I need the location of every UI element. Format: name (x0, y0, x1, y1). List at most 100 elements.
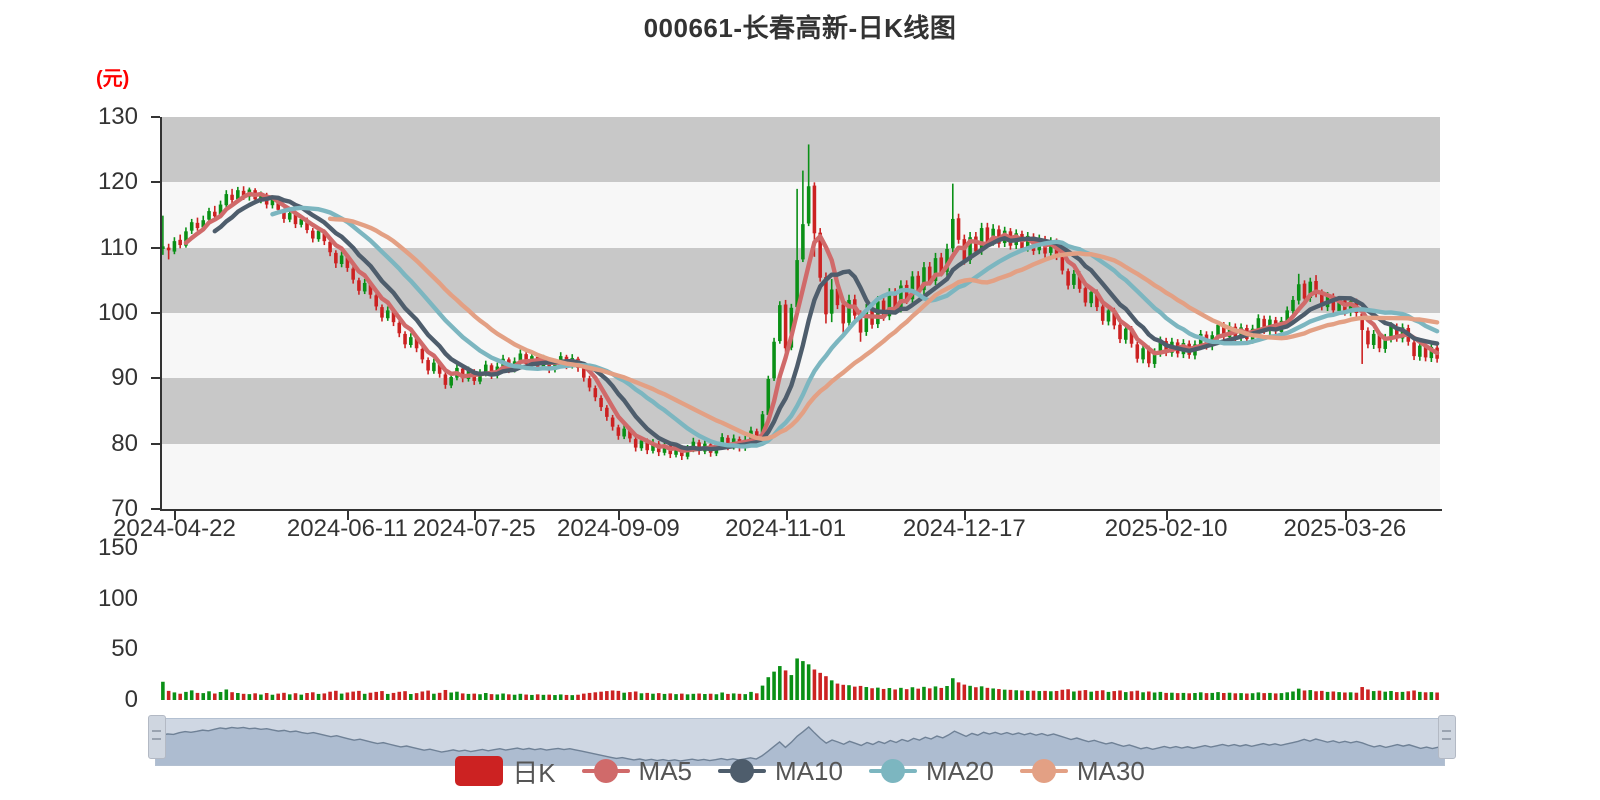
legend-swatch-dot (593, 759, 618, 783)
volume-y-tick-label: 150 (97, 534, 138, 561)
volume-bar (535, 694, 540, 700)
price-y-tick-label: 90 (111, 364, 138, 392)
volume-bar (414, 693, 419, 700)
volume-bar (668, 693, 673, 700)
volume-bar (685, 694, 690, 700)
candle-body (801, 224, 805, 260)
candle-body (414, 337, 419, 349)
data-zoom-handle-left[interactable] (148, 715, 166, 759)
volume-bar (1354, 692, 1359, 700)
candle-body (316, 230, 321, 240)
candle-body (224, 194, 229, 206)
volume-bar (345, 692, 350, 700)
volume-bar (1400, 691, 1405, 700)
candle-body (409, 337, 413, 346)
volume-bar (835, 683, 840, 700)
candle-body (939, 257, 944, 273)
volume-bar (397, 691, 402, 700)
volume-bar (991, 688, 995, 700)
volume-bar (887, 688, 892, 700)
volume-bar (795, 658, 799, 700)
volume-bar (945, 686, 949, 700)
volume-bar (322, 693, 327, 700)
data-zoom-slider[interactable] (148, 715, 1456, 766)
candle-body (172, 241, 177, 252)
volume-bar (311, 692, 315, 700)
candle-body (806, 186, 811, 224)
volume-bar (922, 686, 926, 700)
volume-bar (760, 685, 765, 700)
candle-body (864, 309, 869, 332)
price-y-tick-label: 130 (97, 103, 138, 130)
candle-body (783, 304, 788, 349)
volume-bar (1325, 691, 1330, 700)
volume-bar (1389, 690, 1393, 700)
legend-item-ma5[interactable]: MA5 (581, 756, 692, 787)
volume-bar (357, 690, 361, 700)
volume-bar (1216, 692, 1220, 700)
candle-body (593, 388, 598, 398)
volume-bar (1095, 690, 1099, 700)
x-tick-label: 2024-09-09 (556, 515, 680, 542)
candle-body (760, 414, 765, 442)
candle-body (1348, 301, 1353, 313)
data-zoom-outline (156, 726, 1444, 762)
volume-bar (230, 692, 234, 700)
legend-item-ma20[interactable]: MA20 (868, 756, 994, 787)
volume-bar (368, 692, 373, 700)
volume-bar (1025, 690, 1030, 700)
ma5-line (183, 191, 1440, 454)
volume-bar (1371, 691, 1376, 700)
candle-body (1077, 274, 1082, 289)
candle-body (985, 227, 990, 243)
volume-bar (1256, 692, 1261, 700)
volume-bar (1164, 692, 1168, 700)
plot-band (160, 378, 1440, 444)
volume-bar (997, 689, 1001, 700)
candle-body (368, 283, 373, 295)
legend-label: MA30 (1076, 755, 1145, 786)
candle-body (628, 429, 632, 439)
price-y-tick-label: 70 (111, 495, 138, 522)
volume-bar (576, 694, 580, 700)
candle-body (766, 378, 771, 415)
candle-body (1291, 299, 1295, 312)
volume-bar (334, 690, 338, 700)
candle-body (161, 246, 165, 249)
x-tick-mark (964, 511, 967, 520)
candle-body (979, 228, 984, 251)
candle-body (662, 444, 667, 453)
candle-body (184, 231, 188, 246)
candle-body (581, 368, 586, 378)
candle-body (1221, 325, 1226, 337)
volume-bar (651, 693, 655, 700)
volume-bar (178, 693, 182, 700)
volume-bar (876, 687, 880, 700)
volume-bar (264, 693, 269, 700)
volume-bar (466, 693, 471, 700)
volume-bar (282, 692, 286, 700)
price-y-tick-label: 110 (99, 233, 138, 261)
candle-body (812, 185, 817, 234)
volume-bar (455, 691, 459, 700)
volume-bar (979, 686, 984, 700)
volume-bar (247, 694, 252, 700)
volume-bar (1181, 692, 1186, 700)
legend-item-日k[interactable]: 日K (455, 753, 556, 790)
volume-bar (703, 694, 707, 700)
volume-bar (432, 693, 436, 700)
volume-bar (1106, 691, 1111, 700)
price-y-tick-mark (151, 312, 160, 314)
volume-bar (674, 694, 678, 700)
volume-bar (1204, 693, 1209, 700)
candle-body (1100, 306, 1105, 321)
volume-bar (426, 690, 430, 700)
data-zoom-handle-right[interactable] (1438, 715, 1456, 759)
volume-bar (933, 686, 938, 700)
candle-body (1089, 292, 1093, 304)
legend-item-ma10[interactable]: MA10 (718, 756, 843, 787)
price-y-tick-label: 100 (97, 299, 138, 326)
volume-bar (916, 688, 920, 700)
volume-bar (1089, 691, 1093, 700)
legend-item-ma30[interactable]: MA30 (1019, 755, 1145, 787)
